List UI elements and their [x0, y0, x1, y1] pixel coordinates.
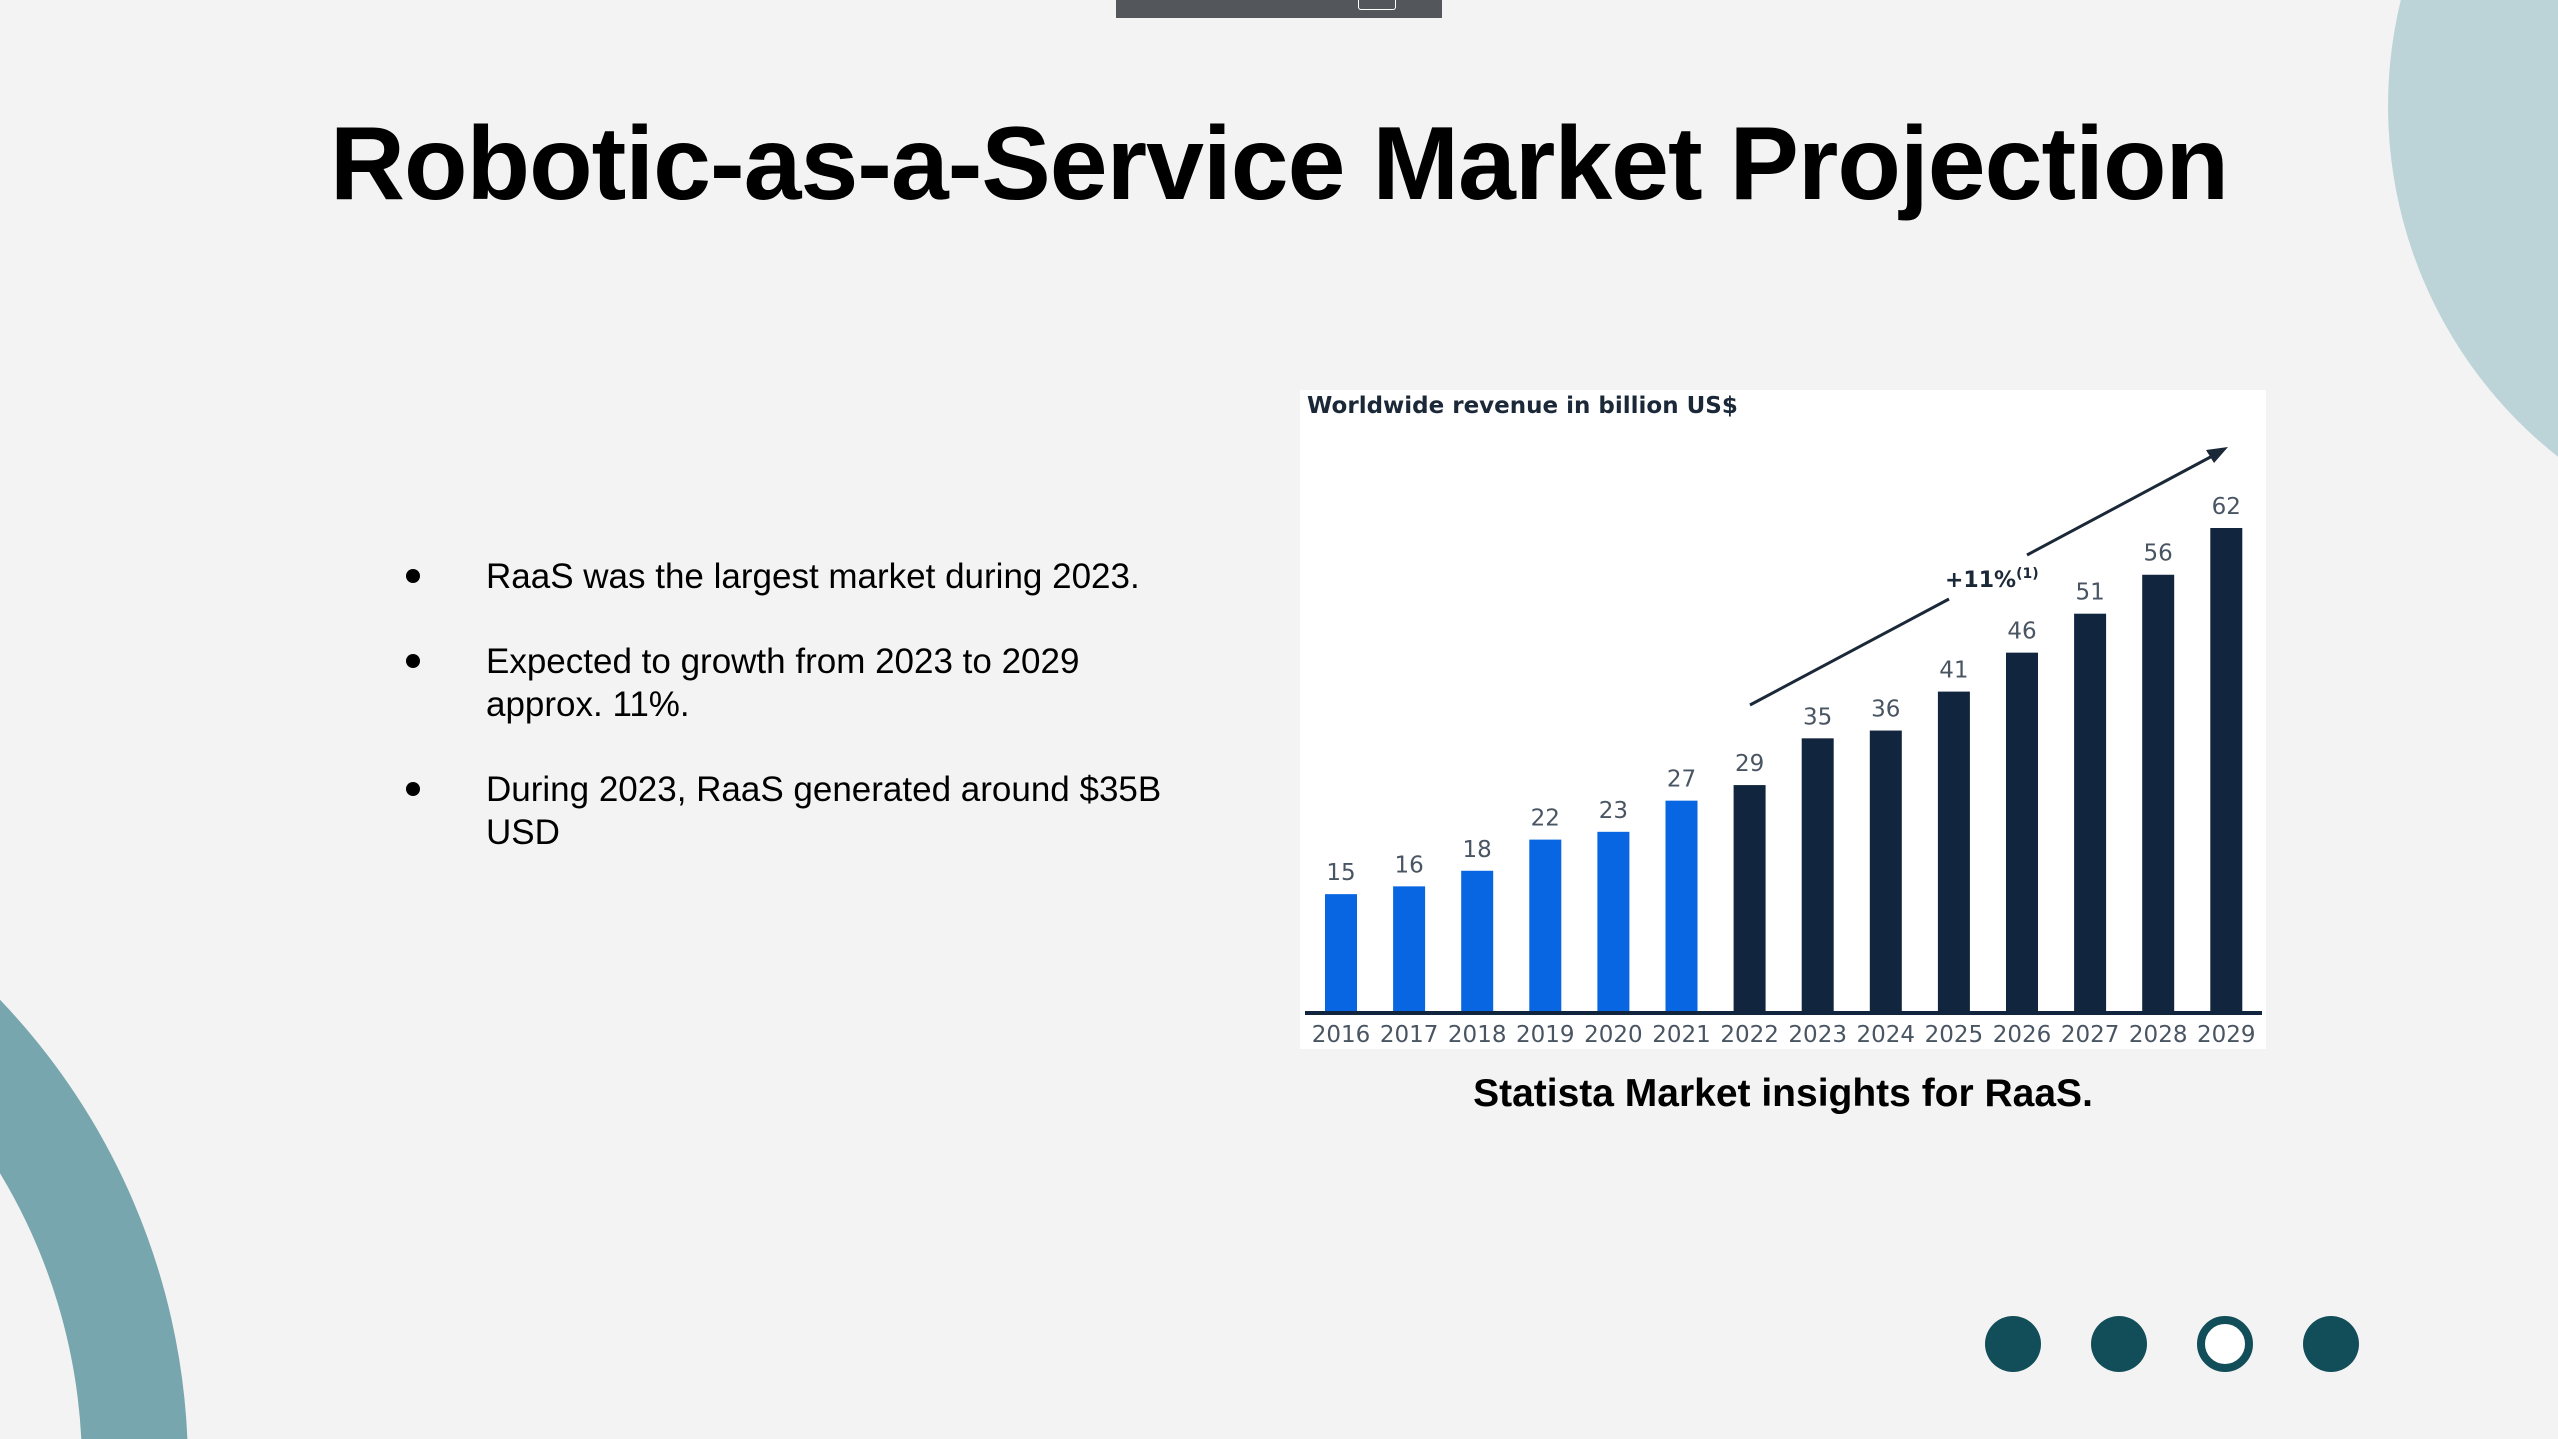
presentation-toolbar[interactable] — [1116, 0, 1442, 18]
decor-ring-bottom-left — [0, 999, 188, 1439]
bullet-text: Expected to growth from 2023 to 2029 app… — [486, 642, 1080, 724]
bullet-icon — [406, 654, 420, 668]
bullet-icon — [406, 569, 420, 583]
page-dot[interactable] — [2091, 1316, 2147, 1372]
decor-circle-top-right — [2388, 0, 2558, 457]
page-dot[interactable] — [2303, 1316, 2359, 1372]
bullet-text: During 2023, RaaS generated around $35B … — [486, 770, 1162, 852]
bullet-item: Expected to growth from 2023 to 2029 app… — [400, 640, 1200, 726]
bullet-text: RaaS was the largest market during 2023. — [486, 557, 1140, 596]
toolbar-button[interactable] — [1358, 0, 1396, 10]
bullet-icon — [406, 782, 420, 796]
page-dot[interactable] — [1985, 1316, 2041, 1372]
bullet-item: RaaS was the largest market during 2023. — [400, 555, 1200, 598]
bullet-list: RaaS was the largest market during 2023.… — [400, 555, 1200, 896]
page-dot-active[interactable] — [2197, 1316, 2253, 1372]
chart-caption: Statista Market insights for RaaS. — [1473, 1072, 2093, 1115]
bullet-item: During 2023, RaaS generated around $35B … — [400, 768, 1200, 854]
slide-title: Robotic-as-a-Service Market Projection — [329, 106, 2229, 222]
